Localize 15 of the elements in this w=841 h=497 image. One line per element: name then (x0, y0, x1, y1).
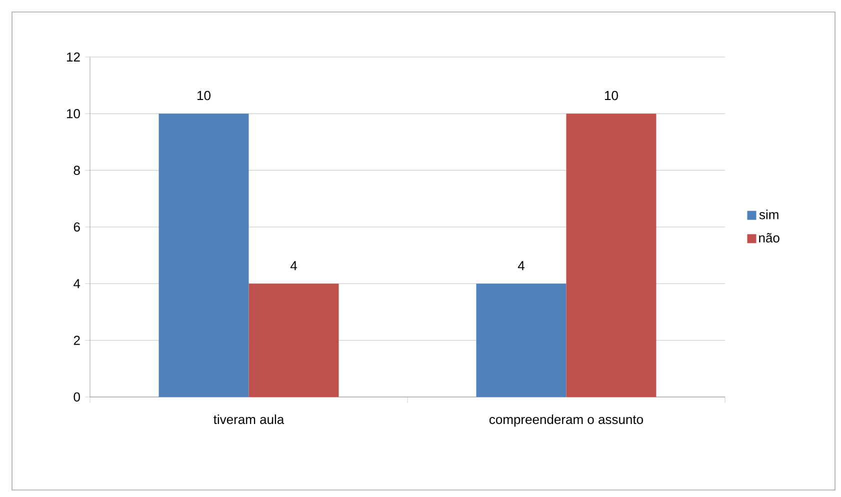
legend-label: sim (759, 210, 778, 220)
y-tick-label: 2 (74, 336, 80, 345)
data-label: 10 (605, 90, 618, 100)
data-label: 4 (518, 261, 524, 270)
y-tick-label: 4 (74, 279, 80, 288)
legend-label: não (759, 233, 780, 242)
y-tick-label: 6 (74, 222, 80, 232)
x-tick-label: tiveram aula (214, 414, 284, 424)
y-tick-label: 0 (74, 392, 80, 402)
y-tick-label: 10 (67, 109, 80, 118)
data-label: 10 (198, 90, 210, 100)
data-label: 4 (290, 261, 297, 270)
y-tick-label: 8 (74, 166, 80, 175)
x-tick-label: compreenderam o assunto (489, 414, 643, 427)
y-tick-label: 12 (67, 52, 80, 62)
